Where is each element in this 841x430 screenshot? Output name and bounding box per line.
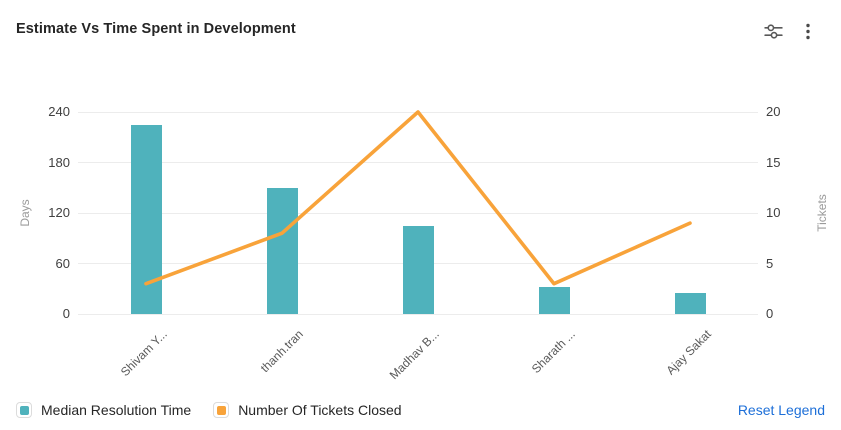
left-axis-tick-180: 180	[48, 154, 70, 170]
kebab-menu-icon[interactable]	[802, 21, 823, 42]
header-actions	[763, 21, 825, 42]
left-axis-tick-60: 60	[55, 255, 70, 271]
legend-swatch-line	[213, 402, 230, 418]
bar-madhav-b[interactable]	[402, 225, 434, 314]
reset-legend-link[interactable]: Reset Legend	[737, 402, 825, 418]
bar-thanh-tran[interactable]	[266, 187, 298, 314]
bar-ajay-sakat[interactable]	[674, 292, 706, 314]
gridline-0	[78, 313, 758, 315]
right-axis-title-tickets: Tickets	[815, 194, 829, 232]
bar-sharath[interactable]	[538, 287, 570, 314]
right-axis-tick-20: 20	[766, 104, 781, 119]
legend-item-median-resolution-time[interactable]: Median Resolution Time	[16, 402, 191, 418]
legend-label-number-of-tickets-closed: Number Of Tickets Closed	[238, 402, 402, 418]
chart-title: Estimate Vs Time Spent in Development	[16, 21, 296, 37]
left-axis-tick-120: 120	[48, 205, 70, 220]
right-axis-tick-10: 10	[766, 205, 781, 220]
chart-header: Estimate Vs Time Spent in Development	[0, 0, 841, 42]
bar-shivam-y[interactable]	[130, 125, 162, 314]
chart-legend: Median Resolution Time Number Of Tickets…	[16, 402, 402, 418]
right-axis-tick-5: 5	[766, 255, 774, 271]
chart-settings-icon[interactable]	[763, 21, 784, 42]
legend-item-number-of-tickets-closed[interactable]: Number Of Tickets Closed	[213, 402, 402, 418]
right-axis-tick-0: 0	[766, 306, 774, 321]
right-axis-tick-15: 15	[766, 154, 781, 170]
gridline-120	[78, 212, 758, 214]
chart-footer: Median Resolution Time Number Of Tickets…	[16, 402, 825, 418]
line-number-of-tickets-closed[interactable]	[144, 110, 692, 286]
legend-label-median-resolution-time: Median Resolution Time	[41, 402, 192, 418]
gridline-180	[78, 162, 758, 163]
left-axis-tick-0: 0	[62, 306, 70, 321]
left-axis-tick-240: 240	[48, 104, 70, 119]
legend-swatch-bar	[16, 402, 32, 418]
